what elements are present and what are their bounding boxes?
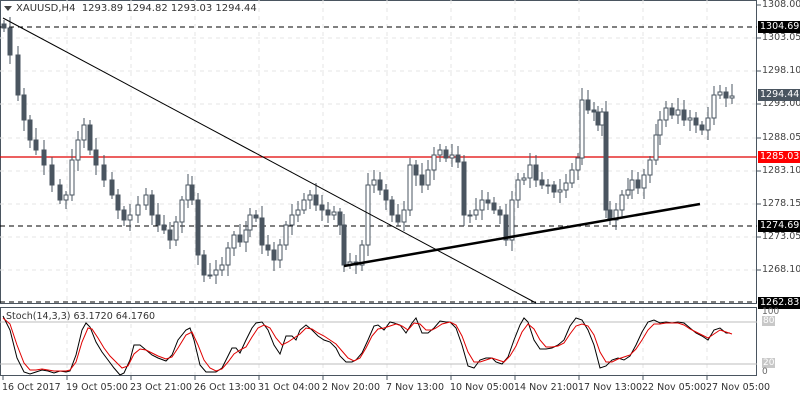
price-tick: 1283.10 [762,165,800,176]
price-tick: 1308.00 [762,0,800,10]
dropdown-triangle-icon[interactable] [4,5,12,11]
time-label: 22 Nov 05:00 [642,382,707,393]
chart-title[interactable]: XAUUSD,H4 1293.89 1294.82 1293.03 1294.4… [4,3,257,14]
time-label: 2 Nov 20:00 [322,382,381,393]
price-tick: 1288.05 [762,132,800,143]
time-label: 7 Nov 13:00 [386,382,445,393]
time-label: 31 Oct 04:00 [258,382,320,393]
time-label: 16 Oct 2017 [2,382,61,393]
price-tag-1274-69: 1274.69 [758,220,800,232]
time-label: 27 Nov 05:00 [706,382,771,393]
time-label: 19 Oct 05:00 [66,382,128,393]
price-tick: 1268.10 [762,264,800,275]
price-tag-current: 1294.44 [758,89,800,101]
price-tag-1285-03: 1285.03 [758,151,800,163]
candlesticks [1,17,735,284]
price-tag-1304-69: 1304.69 [758,21,800,33]
price-tick: 1273.05 [762,231,800,242]
stoch-signal-line [2,317,733,372]
ascending-trendline[interactable] [343,202,701,268]
ohlc-values: 1293.89 1294.82 1293.03 1294.44 [81,3,257,14]
stoch-level-label: 0 [762,367,768,377]
symbol-label: XAUUSD,H4 [16,3,76,14]
price-tick: 1293.00 [762,98,800,109]
descending-trendline[interactable] [2,17,537,304]
time-label: 23 Oct 21:00 [130,382,192,393]
time-label: 10 Nov 05:00 [450,382,515,393]
price-tick: 1303.05 [762,32,800,43]
grid [0,0,757,303]
main-pane [0,0,757,304]
stoch-grid [66,308,708,375]
price-tag-1262-83: 1262.83 [758,297,800,309]
stoch-label: Stoch(14,3,3) 63.1720 64.1760 [6,311,156,322]
time-label: 17 Nov 13:00 [578,382,643,393]
stoch-main-line [2,315,730,376]
stoch-level-label: 80 [762,316,776,326]
stoch-level-label: 20 [762,358,776,368]
stoch-level-label: 100 [762,307,780,317]
time-axis-ticks [2,375,708,380]
time-label: 26 Oct 13:00 [194,382,256,393]
time-label: 14 Nov 21:00 [514,382,579,393]
price-tick: 1298.10 [762,65,800,76]
price-axis-ticks [757,4,761,271]
price-tick: 1278.15 [762,198,800,209]
